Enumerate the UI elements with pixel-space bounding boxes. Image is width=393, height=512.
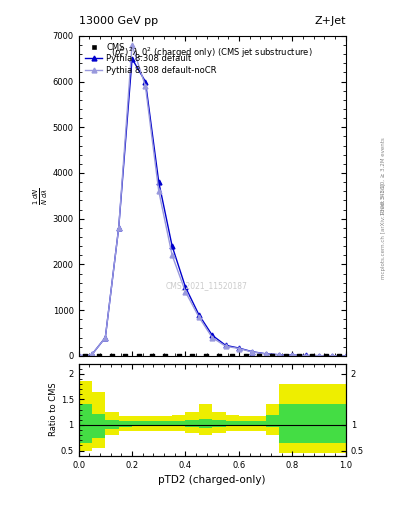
CMS xyxy=(189,352,195,360)
Pythia 8.308 default xyxy=(76,353,81,359)
Pythia 8.308 default xyxy=(290,352,295,358)
Pythia 8.308 default-noCR xyxy=(223,343,228,349)
Pythia 8.308 default xyxy=(237,345,241,351)
Pythia 8.308 default-noCR xyxy=(183,289,188,295)
Pythia 8.308 default-noCR xyxy=(103,334,108,340)
Pythia 8.308 default xyxy=(277,352,281,358)
CMS xyxy=(122,352,129,360)
X-axis label: pTD2 (charged-only): pTD2 (charged-only) xyxy=(158,475,266,485)
Pythia 8.308 default xyxy=(143,78,148,84)
Pythia 8.308 default xyxy=(330,353,335,359)
Pythia 8.308 default xyxy=(156,179,161,185)
Pythia 8.308 default xyxy=(303,352,308,358)
CMS xyxy=(242,352,249,360)
Pythia 8.308 default xyxy=(317,353,321,359)
Pythia 8.308 default xyxy=(343,353,348,359)
Text: $(p_T^D)^2\lambda\_0^2$ (charged only) (CMS jet substructure): $(p_T^D)^2\lambda\_0^2$ (charged only) (… xyxy=(111,46,313,60)
CMS xyxy=(149,352,155,360)
Text: Z+Jet: Z+Jet xyxy=(314,15,346,26)
CMS xyxy=(269,352,275,360)
Pythia 8.308 default xyxy=(103,334,108,340)
Pythia 8.308 default-noCR xyxy=(116,225,121,231)
Pythia 8.308 default-noCR xyxy=(317,353,321,359)
Pythia 8.308 default xyxy=(250,349,255,355)
Pythia 8.308 default-noCR xyxy=(237,346,241,352)
Pythia 8.308 default xyxy=(196,312,201,318)
Pythia 8.308 default-noCR xyxy=(250,349,255,355)
Y-axis label: Ratio to CMS: Ratio to CMS xyxy=(49,383,58,436)
Pythia 8.308 default-noCR xyxy=(263,351,268,357)
Pythia 8.308 default-noCR xyxy=(330,353,335,359)
CMS xyxy=(176,352,182,360)
CMS xyxy=(336,352,342,360)
CMS xyxy=(309,352,316,360)
Pythia 8.308 default-noCR xyxy=(303,352,308,358)
CMS xyxy=(229,352,235,360)
Pythia 8.308 default-noCR xyxy=(277,352,281,358)
Pythia 8.308 default xyxy=(116,225,121,231)
Pythia 8.308 default xyxy=(263,351,268,357)
Text: 13000 GeV pp: 13000 GeV pp xyxy=(79,15,158,26)
CMS xyxy=(323,352,329,360)
Pythia 8.308 default-noCR xyxy=(210,334,215,340)
CMS xyxy=(82,352,88,360)
Line: Pythia 8.308 default-noCR: Pythia 8.308 default-noCR xyxy=(76,42,348,358)
Pythia 8.308 default-noCR xyxy=(90,351,94,357)
Pythia 8.308 default xyxy=(223,342,228,348)
Pythia 8.308 default xyxy=(210,332,215,338)
Pythia 8.308 default-noCR xyxy=(290,352,295,358)
CMS xyxy=(95,352,102,360)
Pythia 8.308 default xyxy=(130,56,134,62)
Pythia 8.308 default-noCR xyxy=(170,252,174,259)
Line: Pythia 8.308 default: Pythia 8.308 default xyxy=(76,56,348,358)
Pythia 8.308 default-noCR xyxy=(196,314,201,320)
CMS xyxy=(256,352,262,360)
Pythia 8.308 default-noCR xyxy=(76,353,81,359)
Pythia 8.308 default xyxy=(90,351,94,357)
Pythia 8.308 default-noCR xyxy=(156,188,161,195)
Text: Rivet 3.1.10, ≥ 3.2M events: Rivet 3.1.10, ≥ 3.2M events xyxy=(381,137,386,214)
CMS xyxy=(216,352,222,360)
CMS xyxy=(202,352,209,360)
Text: mcplots.cern.ch [arXiv:1306.3436]: mcplots.cern.ch [arXiv:1306.3436] xyxy=(381,184,386,280)
Pythia 8.308 default xyxy=(170,243,174,249)
Legend: CMS, Pythia 8.308 default, Pythia 8.308 default-noCR: CMS, Pythia 8.308 default, Pythia 8.308 … xyxy=(83,40,219,77)
Pythia 8.308 default xyxy=(183,284,188,290)
Text: CMS_2021_11520187: CMS_2021_11520187 xyxy=(166,281,248,290)
Y-axis label: $\frac{1}{N}\frac{dN}{d\lambda}$: $\frac{1}{N}\frac{dN}{d\lambda}$ xyxy=(31,187,50,205)
Pythia 8.308 default-noCR xyxy=(143,83,148,89)
CMS xyxy=(296,352,302,360)
CMS xyxy=(283,352,289,360)
CMS xyxy=(136,352,142,360)
CMS xyxy=(109,352,115,360)
CMS xyxy=(162,352,169,360)
Pythia 8.308 default-noCR xyxy=(130,42,134,48)
Pythia 8.308 default-noCR xyxy=(343,353,348,359)
